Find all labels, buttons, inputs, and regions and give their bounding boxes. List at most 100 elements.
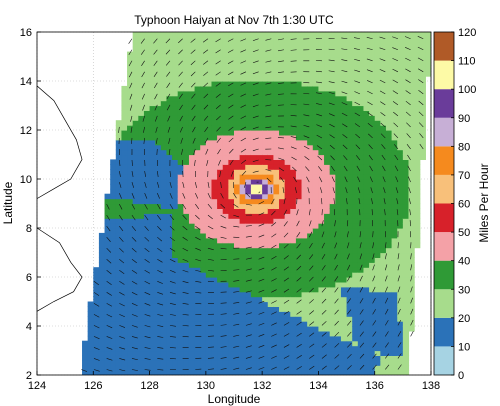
wind-cell [149, 61, 156, 67]
wind-cell [391, 105, 398, 111]
wind-cell [352, 355, 359, 361]
wind-cell [295, 286, 303, 293]
wind-vector [217, 148, 221, 155]
wind-cell [160, 203, 168, 209]
wind-cell [149, 56, 156, 62]
wind-cell [267, 330, 274, 337]
wind-cell [222, 46, 229, 53]
wind-cell [290, 345, 297, 352]
wind-cell [250, 277, 258, 283]
wind-cell [279, 252, 286, 258]
wind-cell [155, 125, 162, 131]
wind-vector [334, 264, 338, 271]
wind-cell [329, 237, 336, 244]
wind-cell [369, 281, 376, 288]
wind-cell [329, 203, 336, 209]
wind-cell [402, 179, 410, 185]
wind-vector [157, 258, 163, 263]
wind-cell [340, 125, 348, 131]
wind-cell [194, 120, 201, 126]
wind-cell [205, 110, 213, 116]
wind-cell [374, 232, 381, 239]
wind-cell [155, 286, 162, 293]
wind-vector [119, 347, 126, 350]
wind-cell [228, 350, 235, 356]
wind-cell [149, 213, 156, 219]
wind-cell [318, 76, 325, 82]
wind-vector [227, 60, 234, 64]
wind-cell [245, 95, 252, 102]
wind-cell [385, 330, 393, 337]
wind-cell [245, 71, 252, 77]
colorbar-bin [434, 146, 454, 175]
wind-cell [217, 115, 224, 121]
wind-cell [143, 370, 151, 375]
wind-cell [245, 330, 252, 337]
wind-cell [397, 188, 404, 195]
wind-cell [324, 115, 331, 121]
wind-cell [98, 247, 106, 254]
wind-cell [250, 149, 258, 156]
wind-vector [207, 346, 214, 348]
wind-cell [335, 228, 342, 234]
wind-cell [166, 286, 173, 293]
wind-vector [157, 369, 164, 371]
wind-cell [250, 61, 258, 67]
wind-cell [245, 365, 252, 371]
wind-cell [87, 370, 94, 375]
wind-cell [172, 134, 179, 141]
wind-vector [334, 331, 340, 337]
wind-cell [177, 330, 184, 337]
wind-cell [380, 345, 387, 352]
wind-cell [143, 218, 151, 224]
wind-cell [183, 296, 190, 303]
wind-cell [121, 208, 128, 214]
wind-cell [301, 179, 308, 185]
wind-cell [188, 154, 196, 160]
wind-vector [334, 220, 336, 227]
wind-cell [267, 296, 274, 303]
wind-cell [295, 208, 303, 214]
wind-cell [279, 208, 286, 214]
wind-cell [408, 71, 415, 77]
wind-vector [182, 269, 189, 273]
wind-cell [250, 267, 258, 273]
wind-cell [352, 252, 359, 258]
wind-cell [295, 32, 303, 38]
wind-cell [149, 169, 156, 175]
wind-cell [380, 262, 387, 268]
wind-vector [220, 346, 227, 348]
wind-cell [132, 46, 139, 53]
wind-cell [121, 174, 128, 180]
wind-cell [222, 76, 229, 82]
wind-cell [234, 355, 241, 361]
wind-cell [408, 95, 415, 102]
wind-cell [273, 71, 280, 77]
wind-cell [98, 262, 106, 268]
wind-cell [121, 144, 128, 151]
wind-vector [131, 270, 138, 274]
wind-cell [318, 149, 325, 156]
wind-cell [262, 281, 269, 288]
wind-cell [256, 321, 263, 327]
wind-cell [402, 291, 410, 298]
wind-vector [215, 93, 221, 98]
wind-cell [143, 41, 151, 48]
wind-cell [340, 183, 348, 190]
wind-cell [262, 208, 269, 214]
wind-cell [245, 149, 252, 156]
wind-cell [194, 46, 201, 53]
wind-cell [166, 115, 173, 121]
wind-cell [324, 286, 331, 293]
wind-cell [324, 370, 331, 375]
wind-cell [205, 316, 213, 322]
wind-cell [245, 277, 252, 283]
wind-vector [119, 159, 121, 167]
wind-vector [258, 256, 265, 260]
wind-cell [267, 169, 274, 175]
wind-cell [290, 32, 297, 38]
wind-cell [335, 164, 342, 170]
wind-cell [149, 41, 156, 48]
wind-cell [357, 272, 365, 278]
wind-cell [200, 370, 207, 375]
